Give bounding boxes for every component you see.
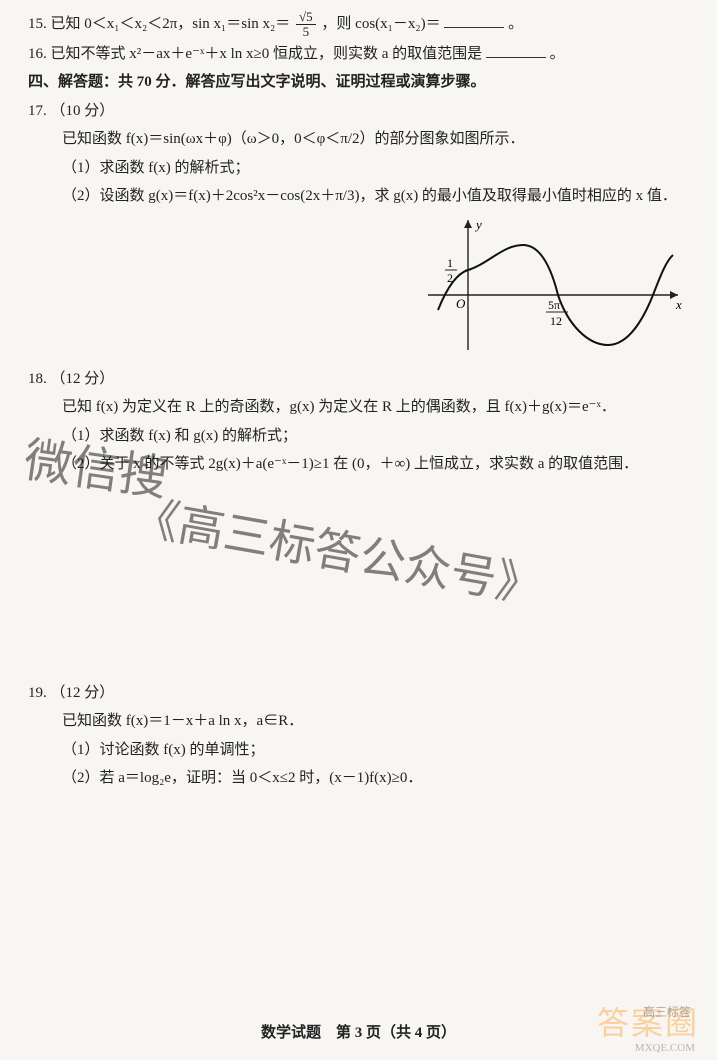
q15-number: 15. bbox=[28, 16, 47, 32]
q15-frac-top: √5 bbox=[296, 10, 316, 25]
corner-small: 高三标答 bbox=[643, 1003, 691, 1020]
exam-page: 15. 已知 0＜x₁＜x₂＜2π，sin x₁＝sin x₂＝ √5 5 ，则… bbox=[0, 0, 717, 1060]
y-label: y bbox=[474, 217, 482, 232]
origin-label: O bbox=[456, 296, 466, 311]
tick-bot: 12 bbox=[550, 314, 562, 328]
q19-points: （12 分） bbox=[51, 685, 115, 701]
spacer-1 bbox=[28, 479, 689, 679]
question-15: 15. 已知 0＜x₁＜x₂＜2π，sin x₁＝sin x₂＝ √5 5 ，则… bbox=[28, 10, 689, 40]
half-bot: 2 bbox=[447, 271, 453, 285]
corner-url: MXQE.COM bbox=[635, 1042, 695, 1054]
q18-points: （12 分） bbox=[51, 371, 115, 387]
q16-number: 16. bbox=[28, 46, 47, 62]
x-label: x bbox=[675, 297, 682, 312]
tick-top: 5π bbox=[548, 298, 560, 312]
question-16: 16. 已知不等式 x²－ax＋e⁻ˣ＋x ln x≥0 恒成立，则实数 a 的… bbox=[28, 40, 689, 69]
q15-frac-bot: 5 bbox=[296, 25, 316, 39]
q15-blank bbox=[444, 12, 504, 28]
q16-blank bbox=[486, 42, 546, 58]
half-top: 1 bbox=[447, 256, 453, 270]
q18-part1: （1）求函数 f(x) 和 g(x) 的解析式； bbox=[28, 422, 689, 451]
q15-text-before: 已知 0＜x₁＜x₂＜2π，sin x₁＝sin x₂＝ bbox=[51, 16, 291, 32]
sine-graph: y x O 1 2 5π 12 bbox=[428, 215, 688, 355]
y-axis-arrow bbox=[464, 220, 472, 228]
q17-stem: 已知函数 f(x)＝sin(ωx＋φ)（ω＞0，0＜φ＜π/2）的部分图象如图所… bbox=[28, 125, 689, 154]
q16-period: 。 bbox=[550, 46, 565, 62]
q19-number: 19. bbox=[28, 685, 47, 701]
page-footer: 数学试题 第 3 页（共 4 页） bbox=[0, 1021, 717, 1042]
q17-number: 17. bbox=[28, 103, 47, 119]
q15-text-after: ，则 cos(x₁－x₂)＝ bbox=[321, 16, 440, 32]
q17-points: （10 分） bbox=[51, 103, 115, 119]
q15-period: 。 bbox=[508, 16, 523, 32]
q15-fraction: √5 5 bbox=[294, 10, 318, 40]
q16-text: 已知不等式 x²－ax＋e⁻ˣ＋x ln x≥0 恒成立，则实数 a 的取值范围… bbox=[51, 46, 483, 62]
sine-graph-svg: y x O 1 2 5π 12 bbox=[428, 215, 688, 355]
q18-part2: （2）关于 x 的不等式 2g(x)＋a(e⁻ˣ－1)≥1 在 (0，＋∞) 上… bbox=[28, 450, 689, 479]
q18-number: 18. bbox=[28, 371, 47, 387]
q17-part1: （1）求函数 f(x) 的解析式； bbox=[28, 154, 689, 183]
q17-part2: （2）设函数 g(x)＝f(x)＋2cos²x－cos(2x＋π/3)，求 g(… bbox=[28, 182, 689, 211]
section-4-heading: 四、解答题：共 70 分．解答应写出文字说明、证明过程或演算步骤。 bbox=[28, 68, 689, 97]
question-19-header: 19. （12 分） bbox=[28, 679, 689, 708]
q18-stem: 已知 f(x) 为定义在 R 上的奇函数，g(x) 为定义在 R 上的偶函数，且… bbox=[28, 393, 689, 422]
q19-part1: （1）讨论函数 f(x) 的单调性； bbox=[28, 736, 689, 765]
question-17-header: 17. （10 分） bbox=[28, 97, 689, 126]
q19-part2: （2）若 a＝log₂e，证明：当 0＜x≤2 时，(x－1)f(x)≥0． bbox=[28, 764, 689, 793]
question-18-header: 18. （12 分） bbox=[28, 365, 689, 394]
q19-stem: 已知函数 f(x)＝1－x＋a ln x，a∈R． bbox=[28, 707, 689, 736]
